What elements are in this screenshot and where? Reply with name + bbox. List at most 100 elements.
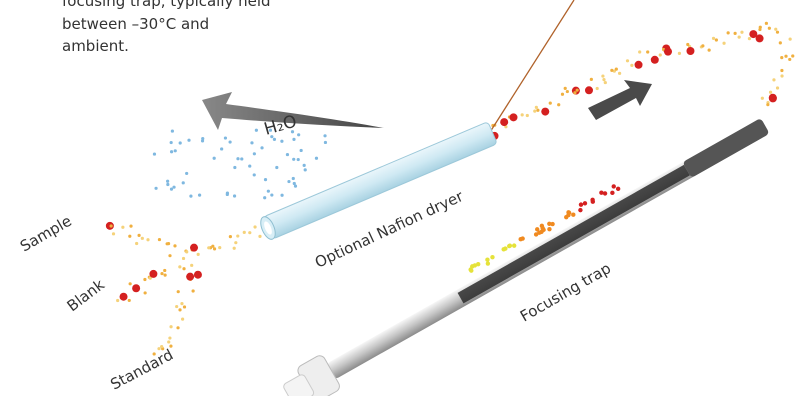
particle — [178, 308, 181, 311]
particle — [181, 318, 184, 321]
particle — [169, 325, 172, 328]
particle — [315, 157, 318, 160]
particle — [198, 194, 201, 197]
particle — [734, 32, 737, 35]
particle — [615, 68, 618, 71]
particle — [248, 164, 251, 167]
particle — [220, 147, 223, 150]
particle — [280, 194, 283, 197]
particle — [248, 231, 251, 234]
particle — [576, 89, 579, 92]
particle — [218, 246, 221, 249]
particle — [243, 231, 246, 234]
particle — [168, 254, 171, 257]
particle — [169, 345, 172, 348]
blank-label: Blank — [64, 275, 109, 315]
particle — [207, 246, 210, 249]
particle — [686, 43, 689, 46]
particle — [535, 106, 538, 109]
particle — [610, 191, 614, 195]
particle — [567, 211, 571, 215]
sample-label: Sample — [17, 212, 75, 256]
particle — [630, 64, 633, 67]
particle — [512, 243, 516, 247]
particle — [189, 195, 192, 198]
particle — [144, 291, 147, 294]
particle — [578, 208, 582, 212]
particle — [727, 31, 730, 34]
particle — [213, 247, 216, 250]
particle — [293, 182, 296, 185]
particle — [233, 247, 236, 250]
particle — [590, 198, 594, 202]
particle — [183, 305, 186, 308]
particle — [112, 232, 115, 235]
particle — [163, 269, 166, 272]
particle — [776, 86, 779, 89]
particle — [579, 202, 583, 206]
leader-line — [485, 0, 574, 140]
particle — [297, 133, 300, 136]
particle — [135, 242, 138, 245]
particle — [500, 118, 508, 126]
particle — [270, 193, 273, 196]
particle — [143, 278, 146, 281]
particle — [774, 28, 777, 31]
particle — [618, 72, 621, 75]
particle — [766, 103, 769, 106]
particle — [519, 237, 523, 241]
particle — [323, 134, 326, 137]
particle — [536, 109, 539, 112]
flow-arrow — [588, 80, 652, 120]
particle — [616, 187, 620, 191]
particle — [651, 56, 659, 64]
particle — [564, 215, 568, 219]
particle — [573, 91, 576, 94]
particle — [539, 230, 543, 234]
particle — [236, 157, 239, 160]
particle — [226, 193, 229, 196]
particle — [535, 227, 539, 231]
particle — [740, 31, 743, 34]
particle — [186, 273, 194, 281]
particle — [267, 190, 270, 193]
particle — [273, 138, 276, 141]
particle — [715, 38, 718, 41]
particle — [178, 265, 181, 268]
particle — [229, 235, 232, 238]
particle — [708, 49, 711, 52]
particle — [292, 177, 295, 180]
particle — [534, 232, 538, 236]
particle — [240, 157, 243, 160]
particle — [236, 234, 239, 237]
particle — [168, 336, 171, 339]
particle — [604, 81, 607, 84]
particle — [185, 250, 188, 253]
particle — [253, 152, 256, 155]
particle — [297, 158, 300, 161]
particle — [116, 299, 119, 302]
particle — [664, 48, 672, 56]
particle — [701, 44, 704, 47]
particle — [590, 78, 593, 81]
standard-label: Standard — [107, 346, 176, 394]
particle — [490, 255, 494, 259]
particle — [175, 305, 178, 308]
particle — [137, 234, 140, 237]
particle — [646, 50, 649, 53]
particle — [780, 56, 783, 59]
particle — [233, 194, 236, 197]
particle — [179, 141, 182, 144]
particle — [182, 181, 185, 184]
particle — [686, 47, 694, 55]
particle — [564, 87, 567, 90]
particle — [292, 158, 295, 161]
particle — [260, 146, 263, 149]
particle — [154, 187, 157, 190]
particle — [164, 273, 167, 276]
particle — [776, 31, 779, 34]
particle — [174, 149, 177, 152]
particle — [756, 34, 764, 42]
particle — [110, 224, 113, 227]
particle — [213, 157, 216, 160]
